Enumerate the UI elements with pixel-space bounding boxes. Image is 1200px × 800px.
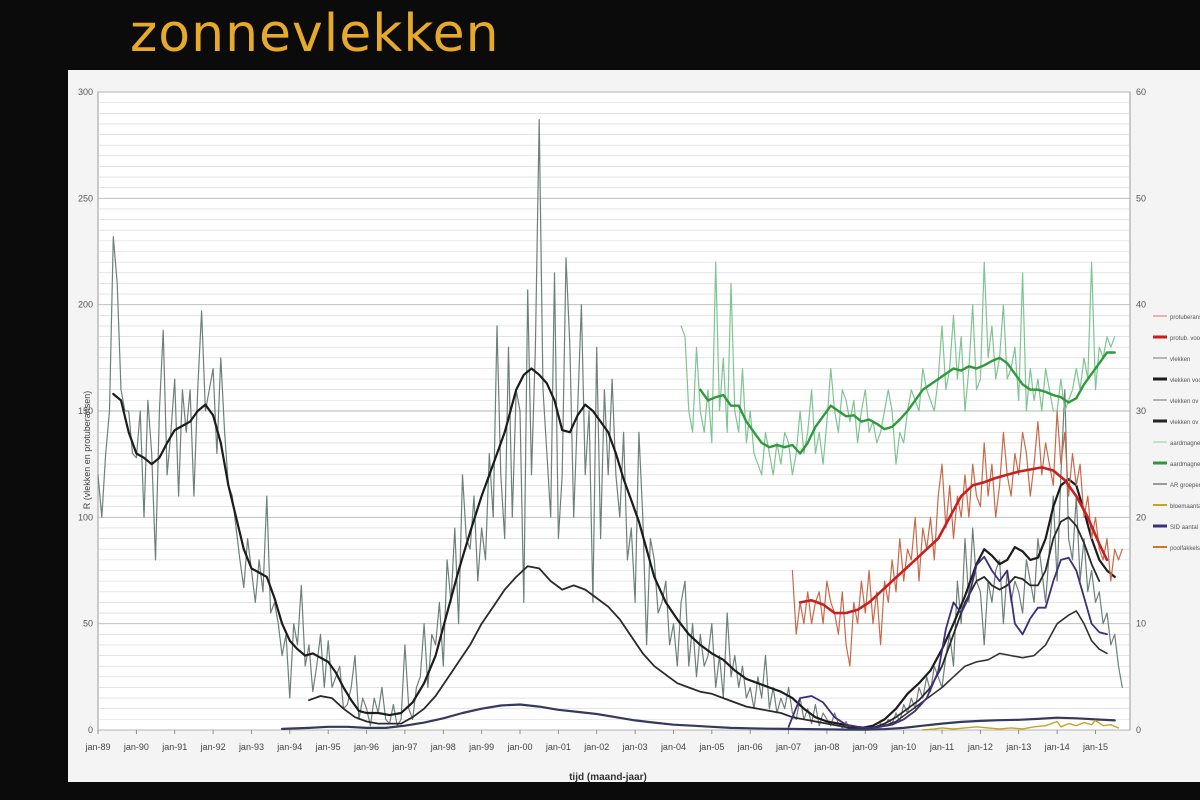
y2-tick-label: 10 <box>1136 619 1146 629</box>
x-tick-label: jan-01 <box>545 742 571 752</box>
y-tick-label: 250 <box>78 193 93 203</box>
legend-label: poolfakkels <box>1170 546 1200 552</box>
series-line-1 <box>112 367 1116 729</box>
series-line-7 <box>798 466 1109 615</box>
y-tick-label: 0 <box>88 725 93 735</box>
x-tick-label: jan-96 <box>353 742 379 752</box>
slide-title: zonnevlekken <box>130 4 500 64</box>
x-tick-label: jan-06 <box>737 742 763 752</box>
legend-label: bloemaantal <box>1170 504 1200 510</box>
x-tick-label: jan-92 <box>200 742 226 752</box>
legend-label: vlekken ov <box>1170 399 1198 405</box>
y2-tick-label: 50 <box>1136 193 1146 203</box>
x-tick-label: jan-13 <box>1005 742 1031 752</box>
x-tick-label: jan-00 <box>506 742 532 752</box>
y2-tick-label: 60 <box>1136 87 1146 97</box>
legend-label: protub. voortsch <box>1170 336 1200 342</box>
legend-label: vlekken <box>1170 357 1190 363</box>
x-tick-label: jan-93 <box>238 742 264 752</box>
x-tick-label: jan-97 <box>391 742 417 752</box>
series-line-9 <box>281 703 1116 731</box>
y2-tick-label: 0 <box>1136 725 1141 735</box>
x-tick-label: jan-05 <box>698 742 724 752</box>
y-tick-label: 50 <box>83 619 93 629</box>
x-tick-label: jan-11 <box>929 742 954 752</box>
x-tick-label: jan-08 <box>813 742 839 752</box>
series-line-6 <box>791 410 1123 667</box>
x-tick-label: jan-10 <box>890 742 916 752</box>
x-tick-label: jan-02 <box>583 742 609 752</box>
x-tick-label: jan-14 <box>1044 742 1070 752</box>
y2-tick-label: 20 <box>1136 512 1146 522</box>
grid <box>97 91 1131 731</box>
y-tick-label: 200 <box>78 300 93 310</box>
x-tick-label: jan-90 <box>123 742 149 752</box>
series-line-4 <box>680 261 1116 476</box>
legend-label: AR groepen <box>1170 483 1200 489</box>
sunspot-chart: 0 50 100 150 200 250 300 0 10 20 30 40 50 60 jan-89 jan… <box>78 87 1200 782</box>
series-line-10 <box>922 719 1120 731</box>
y-tick-label: 150 <box>78 406 93 416</box>
x-tick-label: jan-07 <box>775 742 801 752</box>
x-tick-label: jan-98 <box>430 742 456 752</box>
x-tick-label: jan-94 <box>276 742 302 752</box>
series <box>97 119 1123 731</box>
x-tick-label: jan-12 <box>967 742 993 752</box>
series-line-0 <box>97 119 1123 731</box>
x-axis-label: tijd (maand-jaar) <box>569 772 647 782</box>
legend-label: protuberansen <box>1170 315 1200 321</box>
axes: 0 50 100 150 200 250 300 0 10 20 30 40 50 60 jan-89 jan… <box>78 87 1146 752</box>
x-tick-label: jan-91 <box>161 742 187 752</box>
series-line-2 <box>308 516 1101 729</box>
chart-frame: 0 50 100 150 200 250 300 0 10 20 30 40 50 60 jan-89 jan… <box>68 70 1200 782</box>
legend: protuberansen protub. voortsch vlekken vlek… <box>1153 315 1200 552</box>
legend-label: vlekken ov voortsch <box>1170 420 1200 426</box>
legend-label: SID aantal <box>1170 525 1198 531</box>
legend-label: aardmagnetisme voortsch <box>1170 462 1200 468</box>
x-tick-label: jan-89 <box>84 742 110 752</box>
y-tick-label: 300 <box>78 87 93 97</box>
y-tick-label: 100 <box>78 512 93 522</box>
y-axis-label: R (vlekken en protuberansen) <box>82 391 92 510</box>
series-line-8 <box>787 555 1108 729</box>
x-tick-label: jan-95 <box>315 742 341 752</box>
x-tick-label: jan-03 <box>622 742 648 752</box>
x-tick-label: jan-15 <box>1082 742 1108 752</box>
x-tick-label: jan-04 <box>660 742 686 752</box>
legend-label: vlekken voortsch <box>1170 378 1200 384</box>
legend-label: aardmagnetisme <box>1170 441 1200 447</box>
x-tick-label: jan-99 <box>468 742 494 752</box>
y2-tick-label: 30 <box>1136 406 1146 416</box>
y2-tick-label: 40 <box>1136 300 1146 310</box>
x-tick-label: jan-09 <box>852 742 878 752</box>
series-line-5 <box>699 351 1116 455</box>
